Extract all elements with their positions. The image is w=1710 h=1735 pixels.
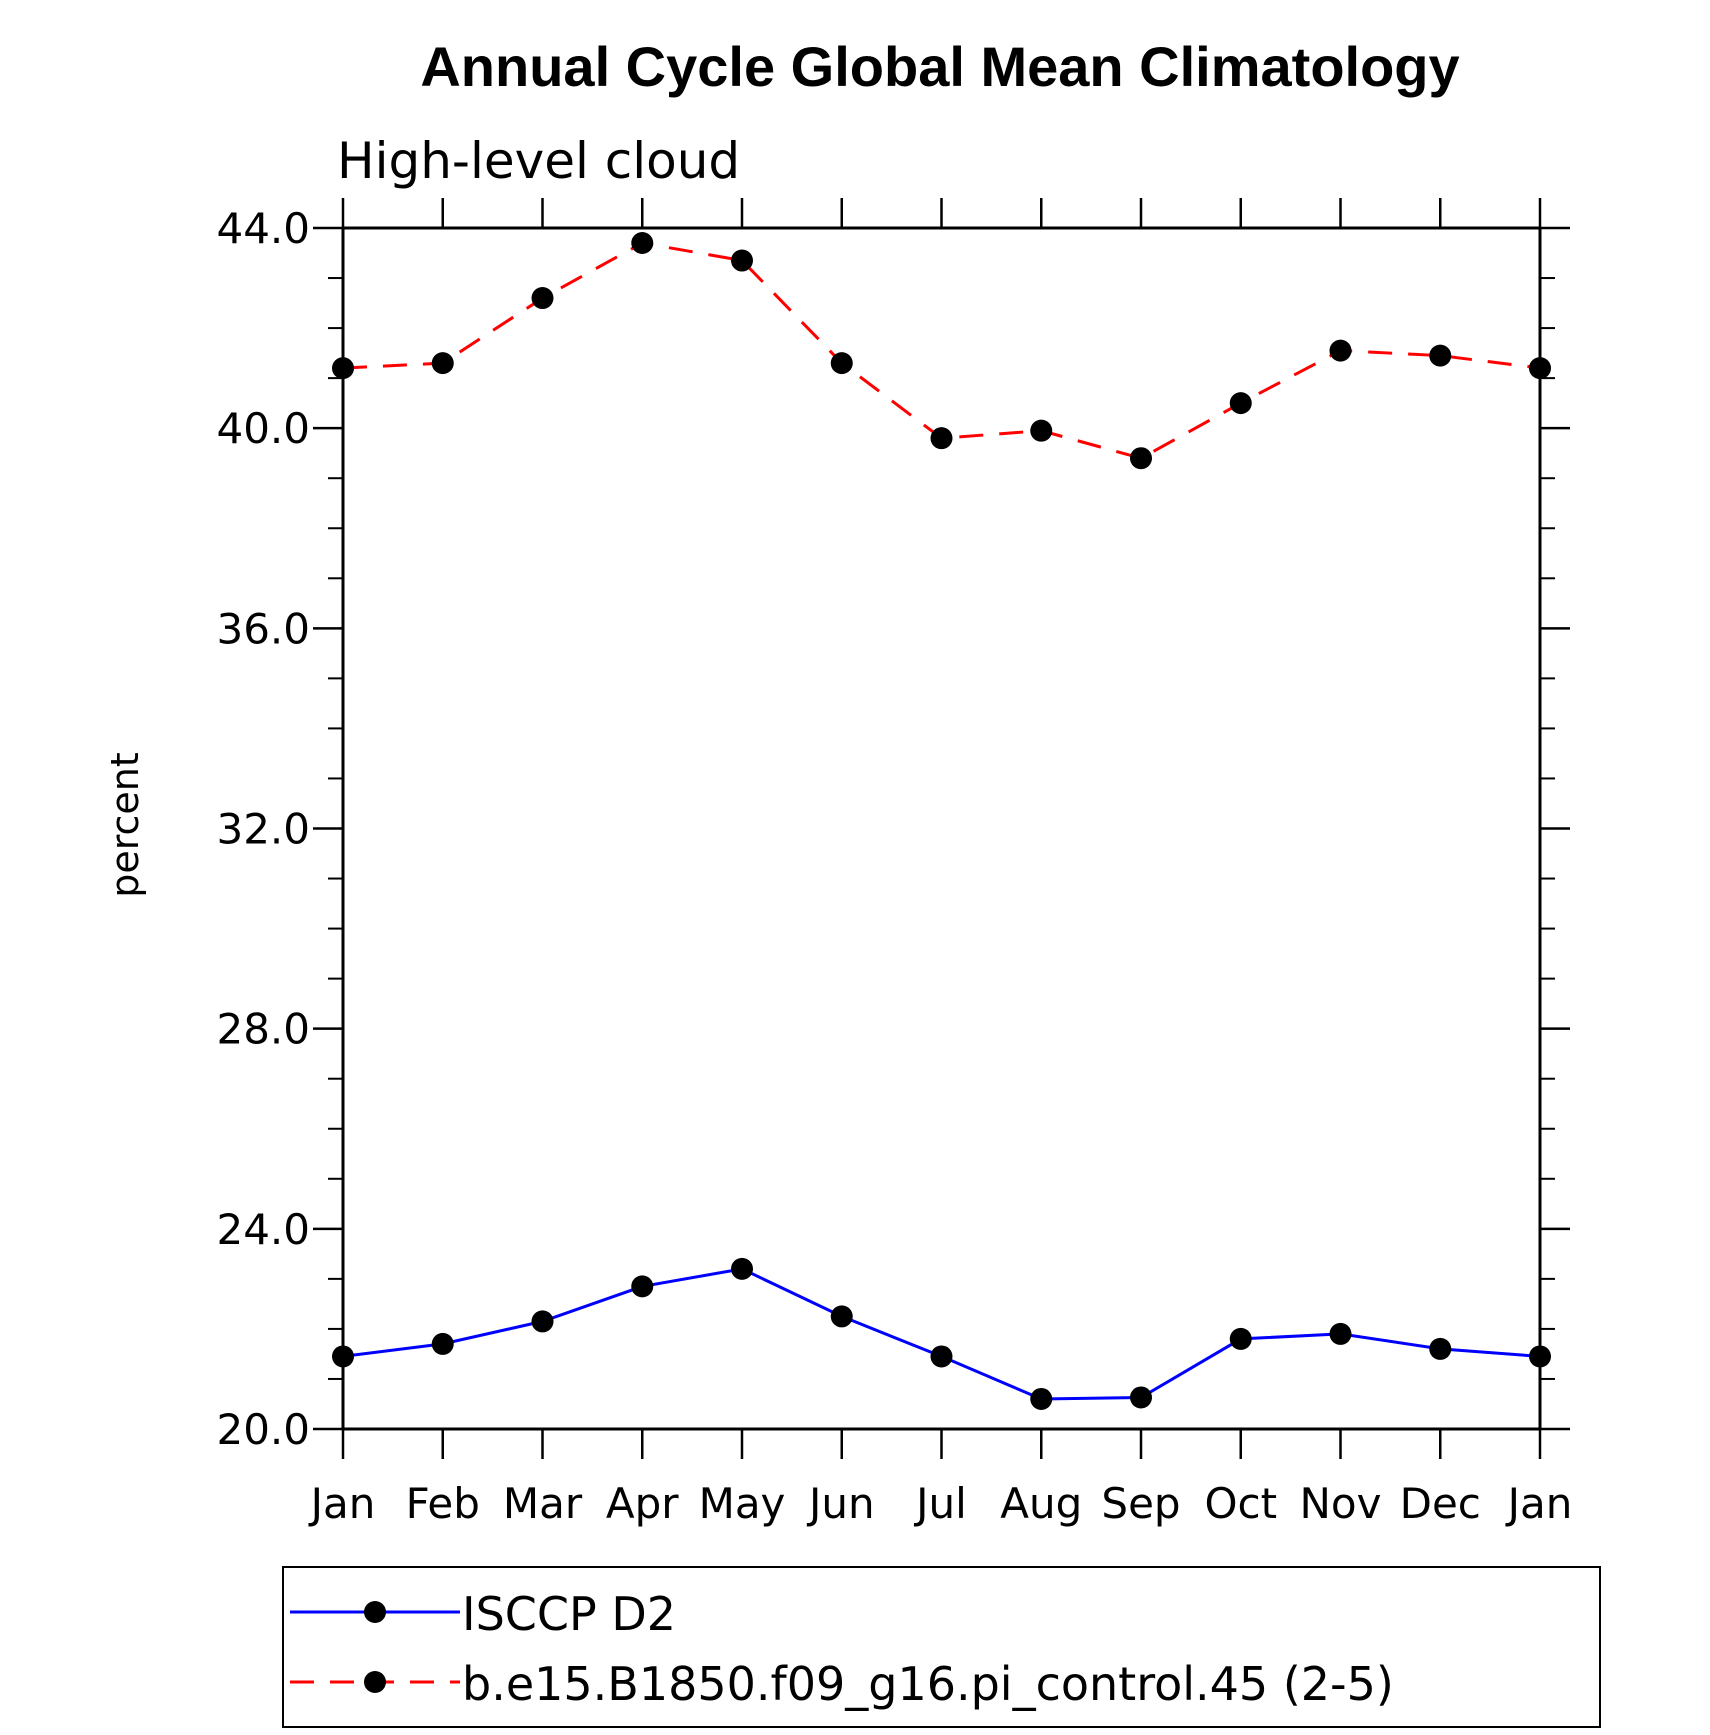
x-tick-label: Aug <box>1000 1479 1082 1528</box>
series-1-point <box>830 1305 853 1328</box>
x-tick-labels: Jan Feb Mar Apr May Jun Jul Aug Sep Oct Nov Dec Jan <box>308 1479 1573 1528</box>
x-tick-label: Jan <box>1505 1479 1573 1528</box>
legend: ISCCP D2 b.e15.B1850.f09_g16.pi_control.… <box>282 1566 1601 1728</box>
legend-marker-2 <box>364 1671 386 1693</box>
series-2-point <box>930 427 953 450</box>
series-2-point <box>1130 447 1152 470</box>
legend-entry-2: b.e15.B1850.f09_g16.pi_control.45 (2-5) <box>290 1657 1394 1711</box>
series-1-point <box>1130 1386 1152 1409</box>
series-2-point <box>1429 344 1452 367</box>
series-1-point <box>332 1345 354 1368</box>
y-tick-label: 44.0 <box>216 204 310 253</box>
series-2-point <box>731 249 753 272</box>
series-1-point <box>531 1310 554 1333</box>
x-tick-label: Sep <box>1101 1479 1180 1528</box>
series-2 <box>332 232 1551 470</box>
series-1-point <box>1329 1322 1352 1345</box>
y-tick-label: 36.0 <box>216 604 310 653</box>
series-2-point <box>531 287 554 310</box>
y-tick-labels: 20.0 24.0 28.0 32.0 36.0 40.0 44.0 <box>216 204 310 1454</box>
chart-title: Annual Cycle Global Mean Climatology <box>420 35 1459 98</box>
series-1 <box>332 1257 1551 1410</box>
series-2-point <box>1329 339 1352 362</box>
y-tick-label: 24.0 <box>216 1205 310 1254</box>
series-1-point <box>431 1332 454 1355</box>
axis-ticks <box>313 198 1570 1459</box>
legend-marker-1 <box>364 1601 386 1623</box>
series-2-point <box>830 352 853 375</box>
chart-subtitle: High-level cloud <box>337 132 740 190</box>
y-tick-label: 40.0 <box>216 404 310 453</box>
series-line-1 <box>342 1267 1541 1401</box>
plot-frame <box>341 226 1542 1431</box>
legend-entry-1: ISCCP D2 <box>290 1587 676 1641</box>
y-tick-label: 28.0 <box>216 1005 310 1054</box>
series-1-point <box>1229 1327 1252 1350</box>
series-layer <box>332 232 1551 1410</box>
legend-label-1: ISCCP D2 <box>462 1587 676 1641</box>
series-line-2 <box>342 241 1541 460</box>
series-1-point <box>731 1257 753 1280</box>
x-tick-label: Oct <box>1204 1479 1277 1528</box>
series-2-point <box>1229 392 1252 415</box>
series-1-point <box>631 1275 654 1298</box>
x-tick-label: Dec <box>1400 1479 1481 1528</box>
x-tick-label: Jul <box>913 1479 967 1528</box>
series-1-point <box>1030 1387 1053 1410</box>
series-2-point <box>1529 357 1551 380</box>
x-tick-label: Apr <box>606 1479 679 1528</box>
legend-box <box>282 1566 1601 1728</box>
y-tick-label: 32.0 <box>216 805 310 854</box>
x-tick-label: Jan <box>308 1479 376 1528</box>
x-tick-label: Feb <box>406 1479 480 1528</box>
x-tick-label: Nov <box>1300 1479 1382 1528</box>
x-tick-label: May <box>699 1479 786 1528</box>
x-tick-label: Jun <box>806 1479 875 1528</box>
series-1-point <box>1529 1345 1551 1368</box>
y-axis-label: percent <box>103 752 147 898</box>
series-2-point <box>631 232 654 255</box>
y-tick-label: 20.0 <box>216 1405 310 1454</box>
series-1-point <box>930 1345 953 1368</box>
legend-label-2: b.e15.B1850.f09_g16.pi_control.45 (2-5) <box>462 1657 1394 1711</box>
series-2-point <box>431 352 454 375</box>
series-1-point <box>1429 1337 1452 1360</box>
series-2-point <box>1030 419 1053 442</box>
x-tick-label: Mar <box>503 1479 583 1528</box>
series-2-point <box>332 357 354 380</box>
